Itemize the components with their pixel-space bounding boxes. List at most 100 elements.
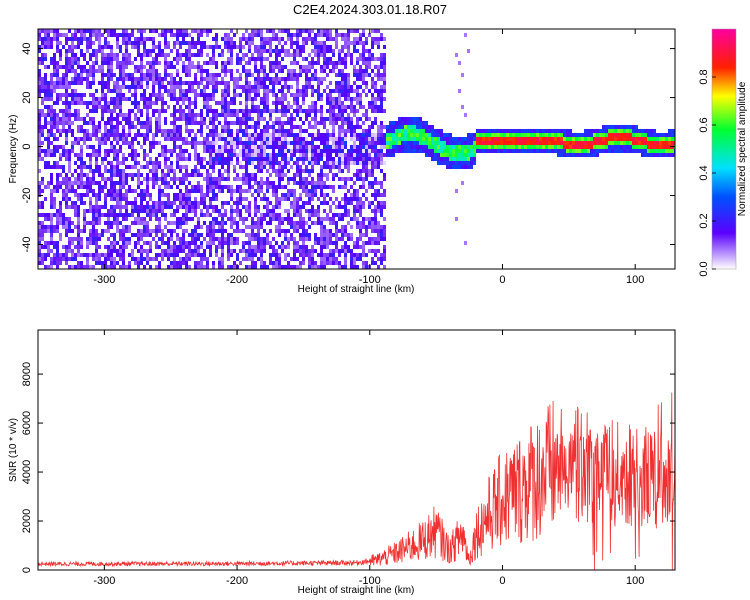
spectrogram-cell [317, 57, 320, 61]
spectrogram-cell [62, 177, 65, 181]
spectrogram-cell [170, 93, 173, 97]
spectrogram-cell [260, 185, 263, 189]
spectrogram-cell [53, 53, 56, 57]
spectrogram-cell [353, 141, 356, 145]
spectrogram-cell [224, 129, 227, 133]
spectrogram-cell [338, 109, 341, 113]
spectrogram-cell [365, 145, 368, 149]
spectrogram-cell [302, 145, 305, 149]
spectrogram-cell [398, 149, 401, 153]
spectrogram-cell [362, 221, 365, 225]
spectrogram-cell [47, 161, 50, 165]
spectrogram-cell [419, 133, 422, 137]
spectrogram-cell [185, 81, 188, 85]
spectrogram-cell [143, 229, 146, 233]
spectrogram-cell [86, 261, 89, 265]
spectrogram-cell [44, 81, 47, 85]
spectrogram-cell [149, 257, 152, 261]
spectrogram-cell [146, 161, 149, 165]
spectrogram-cell [383, 177, 386, 181]
spectrogram-cell [167, 201, 170, 205]
spectrogram-cell [59, 173, 62, 177]
spectrogram-cell [233, 165, 236, 169]
spectrogram-cell [182, 257, 185, 261]
spectrogram-cell [113, 97, 116, 101]
spectrogram-cell [77, 185, 80, 189]
spectrogram-cell [98, 81, 101, 85]
spectrogram-cell [44, 161, 47, 165]
spectrogram-cell [194, 137, 197, 141]
spectrogram-cell [110, 77, 113, 81]
spectrogram-cell [269, 153, 272, 157]
spectrogram-cell [284, 257, 287, 261]
spectrogram-cell [158, 45, 161, 49]
spectrogram-cell [152, 85, 155, 89]
spectrogram-cell [155, 73, 158, 77]
spectrogram-cell [251, 105, 254, 109]
spectrogram-cell [125, 141, 128, 145]
spectrogram-cell [170, 49, 173, 53]
spectrogram-cell [209, 81, 212, 85]
spectrogram-cell [446, 153, 449, 157]
spectrogram-cell [53, 121, 56, 125]
spectrogram-cell [107, 221, 110, 225]
spectrogram-cell [194, 105, 197, 109]
spectrogram-cell [281, 49, 284, 53]
spectrogram-cell [347, 189, 350, 193]
spectrogram-cell [242, 189, 245, 193]
spectrogram-cell [116, 169, 119, 173]
spectrogram-cell [101, 65, 104, 69]
spectrogram-cell [152, 73, 155, 77]
spectrogram-cell [263, 217, 266, 221]
spectrogram-cell [260, 249, 263, 253]
spectrogram-cell [137, 249, 140, 253]
spectrogram-cell [317, 97, 320, 101]
spectrogram-cell [251, 149, 254, 153]
spectrogram-cell [164, 69, 167, 73]
spectrogram-cell [347, 153, 350, 157]
spectrogram-cell [176, 57, 179, 61]
spectrogram-cell [332, 141, 335, 145]
spectrogram-cell [272, 265, 275, 269]
spectrogram-cell [140, 41, 143, 45]
spectrogram-cell [257, 109, 260, 113]
spectrogram-cell [155, 253, 158, 257]
spectrogram-cell [323, 181, 326, 185]
spectrogram-cell [368, 105, 371, 109]
spectrogram-cell [164, 253, 167, 257]
spectrogram-cell [125, 237, 128, 241]
spectrogram-cell [266, 125, 269, 129]
spectrogram-cell [50, 241, 53, 245]
spectrogram-cell [59, 237, 62, 241]
spectrogram-cell [152, 169, 155, 173]
spectrogram-cell [101, 57, 104, 61]
spectrogram-cell [248, 185, 251, 189]
spectrogram-cell [353, 153, 356, 157]
spectrogram-cell [257, 241, 260, 245]
spectrogram-cell [335, 61, 338, 65]
spectrogram-cell [350, 257, 353, 261]
spectrogram-cell [164, 165, 167, 169]
spectrogram-cell [107, 129, 110, 133]
spectrogram-cell [353, 193, 356, 197]
spectrogram-cell [242, 133, 245, 137]
spectrogram-cell [230, 73, 233, 77]
spectrogram-cell [371, 69, 374, 73]
spectrogram-cell [77, 233, 80, 237]
spectrogram-cell [365, 129, 368, 133]
spectrogram-cell [224, 117, 227, 121]
spectrogram-cell [164, 57, 167, 61]
spectrogram-cell [119, 145, 122, 149]
spectrogram-cell [275, 141, 278, 145]
spectrogram-cell [257, 229, 260, 233]
spectrogram-cell [347, 245, 350, 249]
spectrogram-cell [365, 65, 368, 69]
spectrogram-cell [185, 137, 188, 141]
spectrogram-cell [212, 193, 215, 197]
spectrogram-cell [320, 165, 323, 169]
spectrogram-cell [95, 33, 98, 37]
spectrogram-cell [131, 209, 134, 213]
spectrogram-cell [374, 41, 377, 45]
spectrogram-cell [182, 205, 185, 209]
spectrogram-cell [284, 129, 287, 133]
